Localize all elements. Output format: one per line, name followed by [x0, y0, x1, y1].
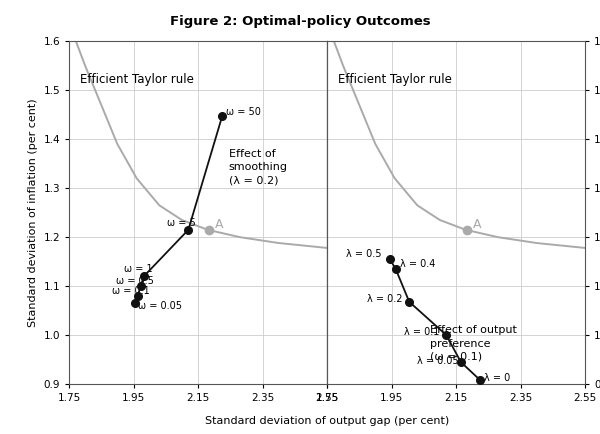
Text: ω = 0.05: ω = 0.05 [137, 301, 182, 311]
Text: λ = 0.05: λ = 0.05 [418, 356, 459, 366]
Text: λ = 0.5: λ = 0.5 [346, 249, 382, 259]
Text: Effect of
smoothing
(λ = 0.2): Effect of smoothing (λ = 0.2) [229, 149, 287, 185]
Text: Figure 2: Optimal-policy Outcomes: Figure 2: Optimal-policy Outcomes [170, 15, 430, 28]
Text: ω = 5: ω = 5 [167, 218, 196, 228]
Text: ω = 0.1: ω = 0.1 [112, 286, 149, 296]
Text: A: A [215, 218, 224, 231]
Y-axis label: Standard deviation of inflation (per cent): Standard deviation of inflation (per cen… [28, 99, 38, 327]
Text: Efficient Taylor rule: Efficient Taylor rule [80, 73, 194, 86]
Text: λ = 0: λ = 0 [484, 373, 511, 383]
Text: Efficient Taylor rule: Efficient Taylor rule [338, 73, 452, 86]
Text: Standard deviation of output gap (per cent): Standard deviation of output gap (per ce… [205, 416, 449, 426]
Text: ω = 50: ω = 50 [226, 107, 261, 117]
Text: A: A [473, 218, 482, 231]
Text: ω = 1: ω = 1 [124, 264, 153, 274]
Text: λ = 0.4: λ = 0.4 [400, 259, 435, 269]
Text: λ = 0.1: λ = 0.1 [404, 327, 440, 337]
Text: ω = 0.5: ω = 0.5 [116, 276, 154, 286]
Text: Effect of output
preference
(ω = 0.1): Effect of output preference (ω = 0.1) [430, 326, 517, 362]
Text: λ = 0.2: λ = 0.2 [367, 294, 403, 304]
